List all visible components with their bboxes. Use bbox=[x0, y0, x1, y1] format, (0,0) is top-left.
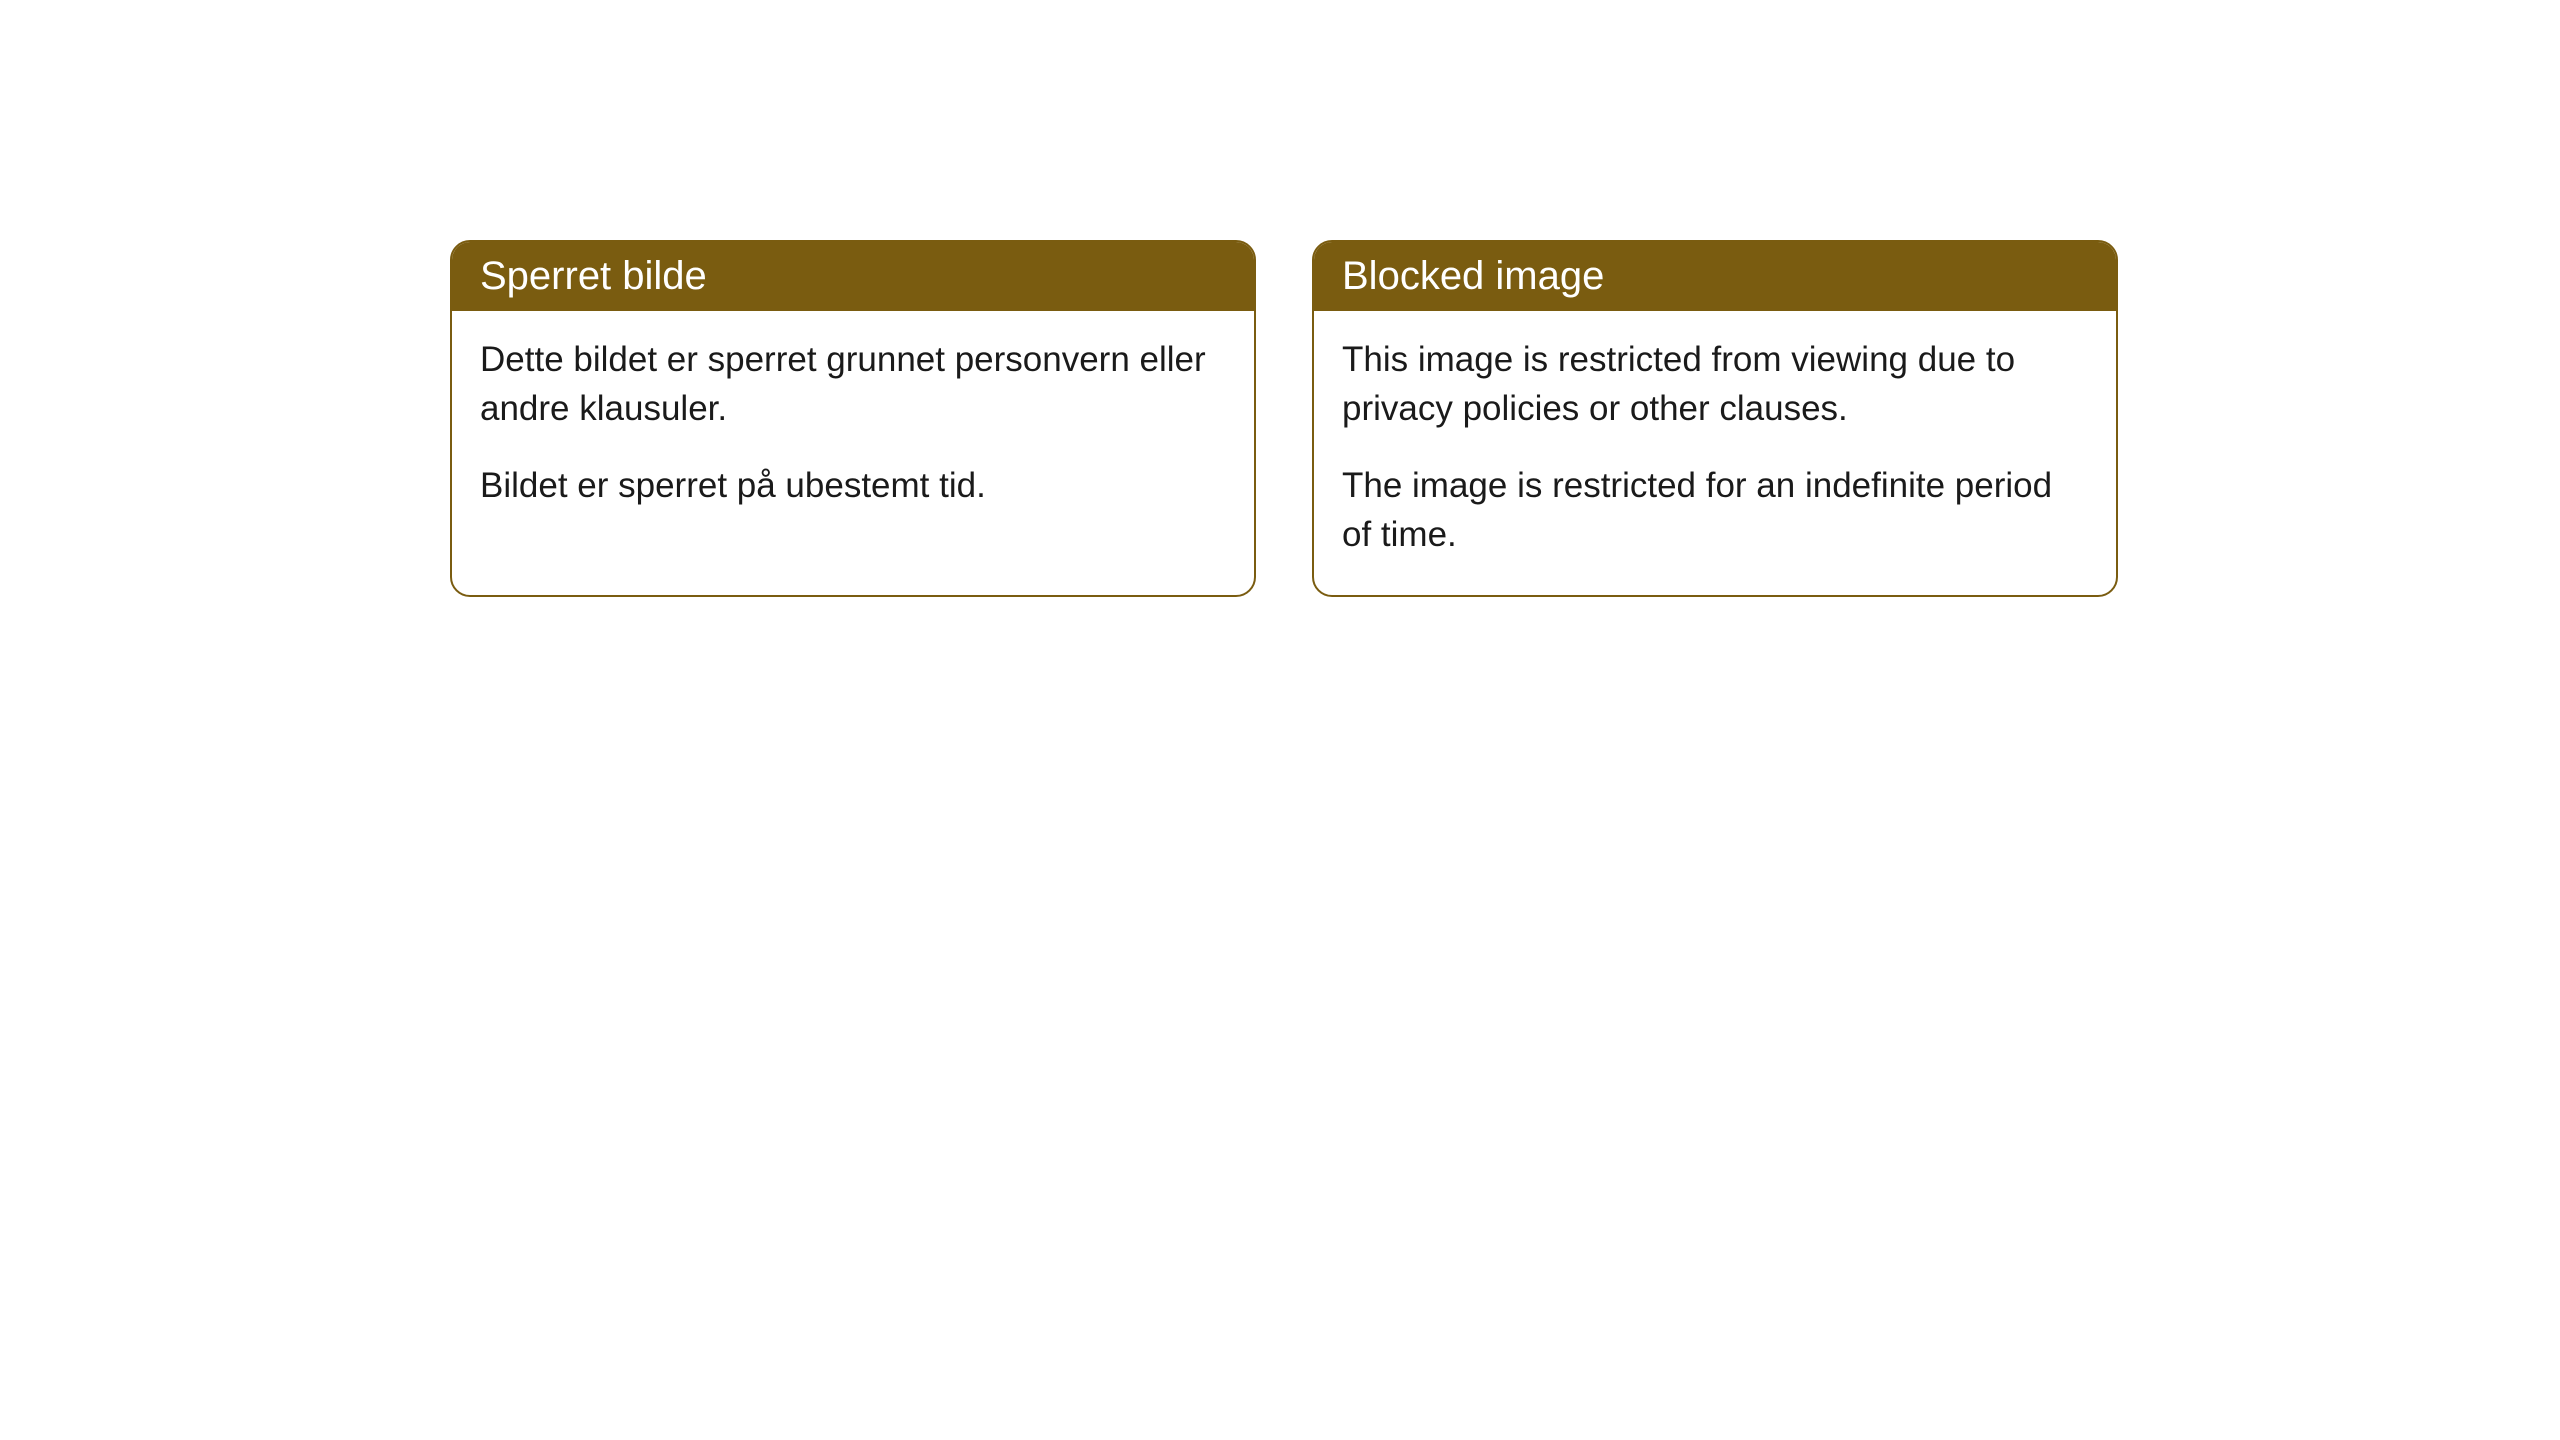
card-paragraph: Dette bildet er sperret grunnet personve… bbox=[480, 335, 1226, 433]
card-header: Sperret bilde bbox=[452, 242, 1254, 311]
card-paragraph: The image is restricted for an indefinit… bbox=[1342, 461, 2088, 559]
notice-container: Sperret bilde Dette bildet er sperret gr… bbox=[450, 240, 2118, 597]
card-header: Blocked image bbox=[1314, 242, 2116, 311]
card-paragraph: This image is restricted from viewing du… bbox=[1342, 335, 2088, 433]
card-paragraph: Bildet er sperret på ubestemt tid. bbox=[480, 461, 1226, 510]
card-body: Dette bildet er sperret grunnet personve… bbox=[452, 311, 1254, 546]
card-body: This image is restricted from viewing du… bbox=[1314, 311, 2116, 595]
card-title: Blocked image bbox=[1342, 254, 1604, 298]
card-title: Sperret bilde bbox=[480, 254, 707, 298]
blocked-image-card-english: Blocked image This image is restricted f… bbox=[1312, 240, 2118, 597]
blocked-image-card-norwegian: Sperret bilde Dette bildet er sperret gr… bbox=[450, 240, 1256, 597]
